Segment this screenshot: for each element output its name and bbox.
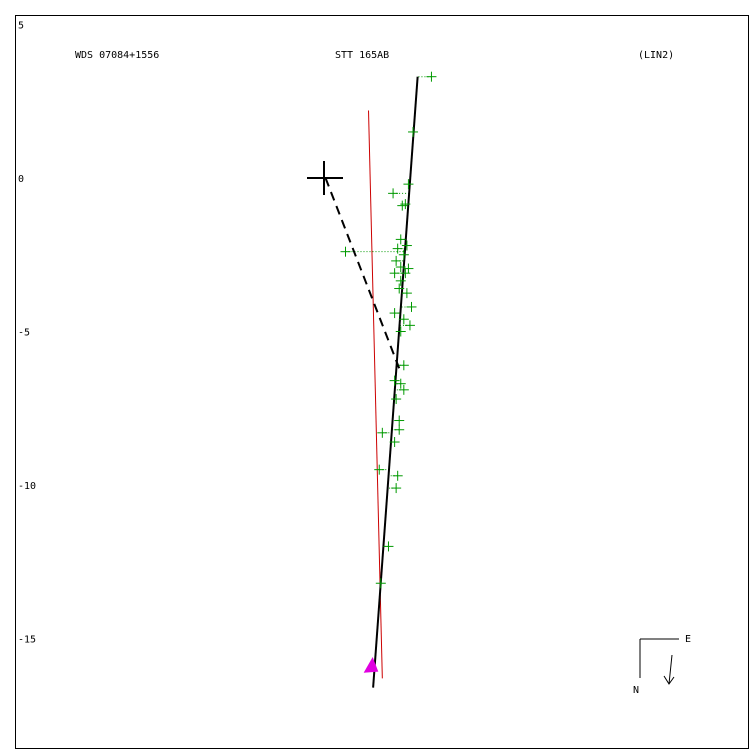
compass-east-label: E: [685, 634, 691, 645]
observation-point: [404, 320, 415, 331]
observation-point: [398, 384, 409, 395]
y-axis-ticks: 5 0 -5 -10 -15: [18, 21, 36, 646]
compass-arrow-head: [663, 675, 675, 685]
observation-point: [395, 234, 406, 245]
observation-point: [391, 255, 402, 266]
observations-layer: [340, 71, 437, 589]
observation-point: [395, 326, 406, 337]
y-tick-label: 5: [18, 21, 24, 32]
observation-point: [377, 427, 388, 438]
observation-point: [403, 179, 414, 190]
node-line: [324, 177, 401, 369]
y-tick-label: -15: [18, 635, 36, 646]
periastron-layer: [363, 656, 379, 673]
observation-point: [375, 578, 386, 589]
observation-point: [398, 249, 409, 260]
observation-point: [408, 126, 419, 137]
header-system-name: STT 165AB: [335, 50, 389, 61]
header-grade: (LIN2): [638, 50, 674, 61]
periastron-marker: [363, 656, 379, 673]
compass-north-label: N: [633, 685, 639, 696]
observation-point: [401, 288, 412, 299]
observation-point: [389, 308, 400, 319]
observation-point: [389, 375, 400, 386]
observation-point: [391, 394, 402, 405]
observation-point: [388, 188, 399, 199]
y-tick-label: -5: [18, 328, 30, 339]
observation-point: [400, 268, 411, 279]
y-tick-label: 0: [18, 174, 24, 185]
observation-point: [397, 200, 408, 211]
plot-frame: [15, 15, 749, 749]
observation-point: [398, 360, 409, 371]
observation-point: [392, 470, 403, 481]
primary-star-layer: [307, 161, 343, 195]
y-tick-label: -10: [18, 481, 36, 492]
observation-point: [394, 283, 405, 294]
observation-point: [395, 275, 406, 286]
observation-point: [426, 71, 437, 82]
observation-point: [391, 483, 402, 494]
observation-point: [383, 541, 394, 552]
observation-point: [374, 464, 385, 475]
compass-motion-arrow: [668, 654, 673, 685]
observation-point: [398, 314, 409, 325]
observation-point: [394, 415, 405, 426]
observation-point: [406, 301, 417, 312]
observation-point: [401, 240, 412, 251]
header-wds-id: WDS 07084+1556: [75, 50, 159, 61]
compass-rose: E N: [633, 634, 691, 696]
observation-point: [389, 437, 400, 448]
observation-point: [389, 268, 400, 279]
observation-point: [395, 262, 406, 273]
observation-point: [392, 243, 403, 254]
observation-point: [340, 246, 351, 257]
node-line-layer: [324, 177, 401, 369]
observation-point: [395, 378, 406, 389]
observation-point: [394, 424, 405, 435]
